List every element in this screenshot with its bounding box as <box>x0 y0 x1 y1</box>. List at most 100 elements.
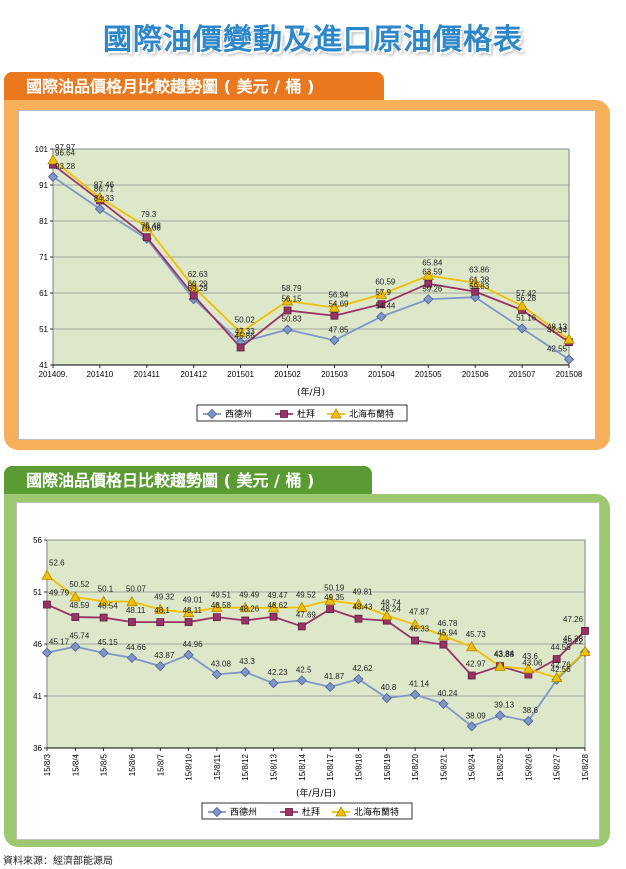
y-tick-label: 41 <box>39 361 48 370</box>
legend-label-2: 北海布蘭特 <box>354 806 399 818</box>
legend-box <box>196 404 408 422</box>
data-label: 62.63 <box>188 270 209 279</box>
data-point-0 <box>438 698 449 709</box>
data-label: 47.87 <box>409 608 430 617</box>
page-title: 國際油價變動及進口原油價格表 <box>102 22 523 56</box>
data-label: 43.08 <box>211 659 232 668</box>
x-tick-label: 15/8/12 <box>241 753 250 780</box>
legend-box <box>201 802 413 820</box>
data-label: 43.87 <box>154 651 175 660</box>
data-label: 41.14 <box>409 680 430 689</box>
data-point-2 <box>188 281 200 292</box>
data-label: 45.86 <box>235 332 256 341</box>
daily-chart-title: 國際油品價格日比較趨勢圖 ( 美元 / 桶 ) <box>4 466 372 496</box>
data-point-1 <box>71 613 80 621</box>
data-point-1 <box>99 613 108 622</box>
data-label: 57.42 <box>516 289 537 298</box>
data-point-0 <box>94 203 105 215</box>
data-label: 49.49 <box>239 591 260 600</box>
legend-marker-2 <box>335 806 347 817</box>
x-tick-label: 15/8/19 <box>383 753 392 780</box>
y-tick-label: 61 <box>39 289 48 298</box>
data-label: 60.29 <box>188 280 209 289</box>
data-label: 49.47 <box>268 591 289 600</box>
legend-label-1: 杜拜 <box>297 408 315 420</box>
daily-chart-panel: 36 41 46 51 56 15/8/3 15/8/4 15/8/5 15/8/6 15/8/7… <box>4 494 610 847</box>
data-label: 97.97 <box>55 143 76 152</box>
data-label: 42.76 <box>551 661 572 670</box>
data-point-0 <box>353 674 364 685</box>
data-label: 48.43 <box>352 603 373 612</box>
data-point-2 <box>409 618 421 629</box>
data-label: 44.55 <box>551 643 572 652</box>
data-label: 41.87 <box>324 672 345 681</box>
data-point-2 <box>281 295 294 306</box>
data-label: 40.24 <box>437 689 458 698</box>
data-label: 65.84 <box>422 259 443 268</box>
data-label: 96.64 <box>55 149 76 158</box>
data-label: 48.74 <box>381 599 402 608</box>
data-label: 79.3 <box>141 210 157 219</box>
monthly-chart-frame: 41 51 61 71 81 91 101 201409. 201410 201411 201412… <box>18 110 596 440</box>
daily-chart-frame: 36 41 46 51 56 15/8/3 15/8/4 15/8/5 15/8/6 15/8/7… <box>16 502 600 840</box>
data-label: 47.34 <box>547 326 568 335</box>
legend-marker-1 <box>285 808 293 816</box>
data-label: 45.74 <box>69 632 90 641</box>
x-tick-label: 15/8/10 <box>185 753 194 780</box>
data-label: 43.6 <box>522 652 538 661</box>
data-label: 42.23 <box>268 668 289 677</box>
data-point-1 <box>439 640 448 649</box>
data-label: 48.11 <box>126 606 146 615</box>
data-point-0 <box>381 693 392 704</box>
data-point-1 <box>156 618 165 627</box>
data-label: 46.33 <box>409 625 430 634</box>
data-point-1 <box>354 614 363 623</box>
x-tick-label: 15/8/13 <box>270 753 279 780</box>
x-tick-label: 15/8/17 <box>326 753 335 780</box>
data-point-2 <box>466 640 478 652</box>
y-tick-label: 71 <box>39 253 48 262</box>
data-label: 42.55 <box>547 344 568 353</box>
data-point-1 <box>471 287 480 296</box>
y-tick-label: 46 <box>33 640 42 649</box>
data-point-0 <box>155 661 166 672</box>
x-tick-label: 15/8/25 <box>496 753 505 780</box>
data-label: 43.88 <box>494 650 515 659</box>
data-point-1 <box>241 616 250 625</box>
legend-marker-1 <box>280 410 288 418</box>
data-label: 48.1 <box>154 606 170 615</box>
y-tick-label: 91 <box>39 181 48 190</box>
data-label: 48.13 <box>547 322 568 331</box>
data-point-0 <box>268 678 279 689</box>
data-point-0 <box>517 323 528 334</box>
x-axis-title: (年/月) <box>297 386 325 398</box>
data-point-2 <box>469 276 481 288</box>
series-line-0 <box>46 645 586 728</box>
data-label: 76.08 <box>141 224 162 233</box>
x-tick-label: 15/8/24 <box>468 753 477 780</box>
data-point-1 <box>581 626 589 635</box>
data-point-0 <box>325 681 336 693</box>
data-label: 50.1 <box>98 584 114 593</box>
data-label: 48.54 <box>98 602 119 611</box>
data-point-0 <box>563 354 575 365</box>
x-tick-label: 201506 <box>462 370 489 379</box>
data-label: 47.26 <box>563 615 584 624</box>
data-label: 42.97 <box>466 660 487 669</box>
data-label: 51.16 <box>516 313 537 322</box>
x-tick-label: 15/8/26 <box>524 753 533 780</box>
data-source-note: 資料來源：經濟部能源局 <box>3 856 113 867</box>
data-label: 49.01 <box>183 596 204 605</box>
y-tick-label: 51 <box>39 325 48 334</box>
data-label: 39.13 <box>494 700 515 709</box>
data-point-0 <box>211 669 222 680</box>
data-point-0 <box>98 647 109 658</box>
x-tick-label: 15/8/21 <box>439 753 448 780</box>
data-label: 47.85 <box>328 325 349 334</box>
data-label: 45.28 <box>563 634 584 643</box>
data-point-0 <box>494 710 506 721</box>
data-point-0 <box>240 667 251 678</box>
x-tick-label: 15/8/7 <box>156 753 165 776</box>
data-point-2 <box>267 602 280 613</box>
data-point-0 <box>376 311 387 322</box>
